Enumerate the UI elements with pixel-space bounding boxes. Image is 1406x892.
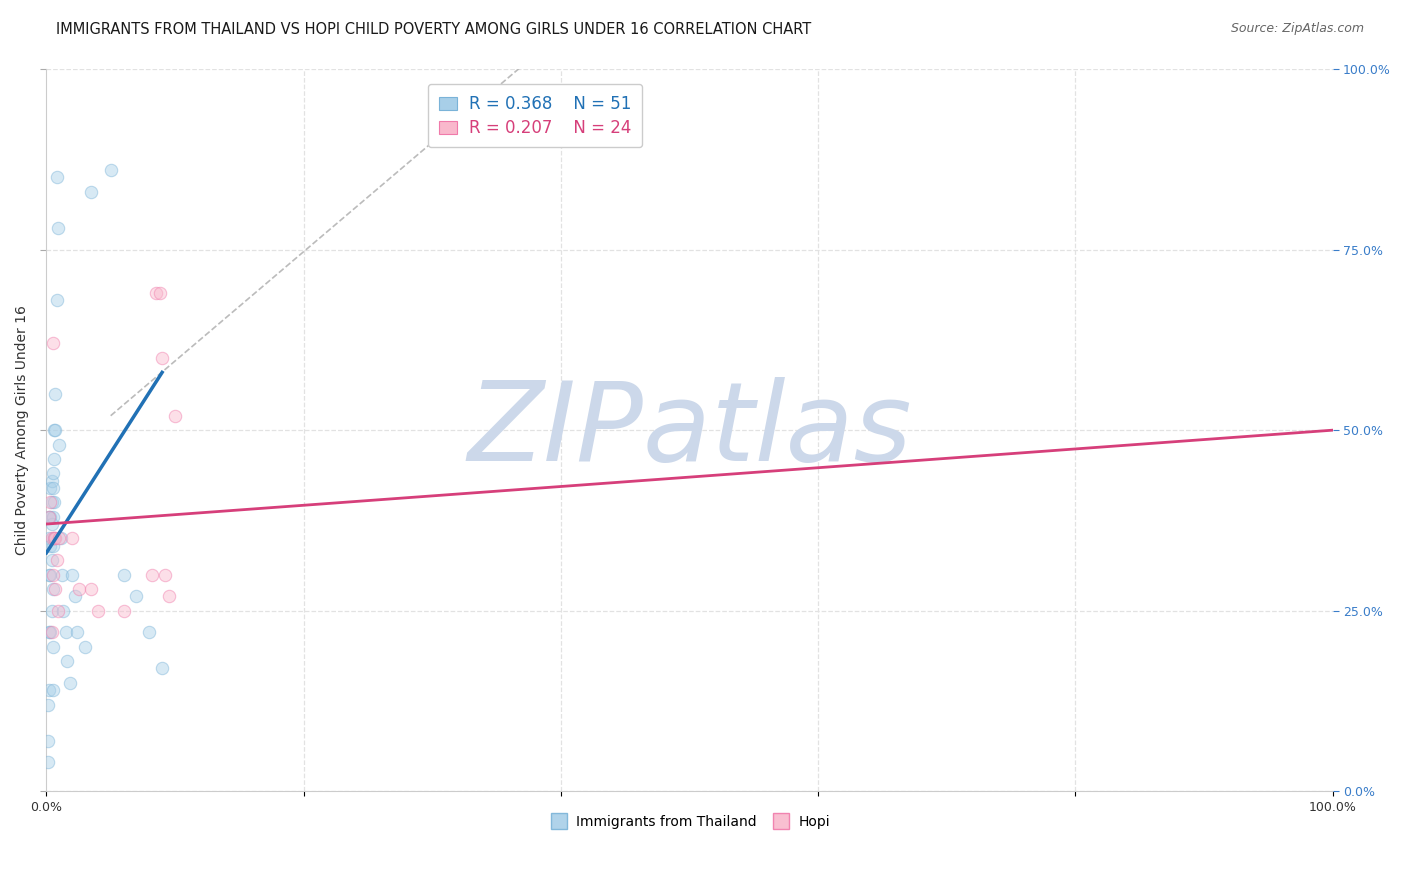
Point <box>58 676 80 690</box>
Text: ZIPatlas: ZIPatlas <box>467 376 911 483</box>
Point <box>112 567 135 582</box>
Point <box>46 221 69 235</box>
Point <box>100 163 122 178</box>
Point <box>73 640 96 654</box>
Point <box>39 509 62 524</box>
Point <box>42 683 65 698</box>
Point <box>38 509 60 524</box>
Point <box>39 539 62 553</box>
Point <box>42 509 65 524</box>
Point <box>42 423 65 437</box>
Point <box>60 532 83 546</box>
Point <box>42 640 65 654</box>
Point <box>42 532 65 546</box>
Point <box>44 582 66 596</box>
Point <box>150 661 173 675</box>
Point <box>45 293 67 308</box>
Point <box>141 567 163 582</box>
Point <box>44 423 66 437</box>
Point <box>39 567 62 582</box>
Point <box>38 509 60 524</box>
Point <box>37 698 59 712</box>
Point <box>41 625 63 640</box>
Legend: Immigrants from Thailand, Hopi: Immigrants from Thailand, Hopi <box>543 810 837 835</box>
Point <box>41 553 63 567</box>
Point <box>51 567 73 582</box>
Point <box>42 481 65 495</box>
Point <box>41 532 63 546</box>
Point <box>38 567 60 582</box>
Point <box>42 567 65 582</box>
Point <box>80 582 103 596</box>
Point <box>145 285 167 300</box>
Point <box>80 185 103 199</box>
Point <box>38 532 60 546</box>
Point <box>38 683 60 698</box>
Point <box>42 582 65 596</box>
Point <box>42 495 65 509</box>
Point <box>41 474 63 488</box>
Point <box>157 589 180 603</box>
Point <box>37 756 59 770</box>
Point <box>56 654 79 668</box>
Point <box>49 532 72 546</box>
Point <box>48 437 70 451</box>
Point <box>46 604 69 618</box>
Point <box>163 409 186 423</box>
Point <box>52 604 75 618</box>
Point <box>45 553 67 567</box>
Point <box>153 567 176 582</box>
Point <box>41 495 63 509</box>
Point <box>39 625 62 640</box>
Point <box>148 285 170 300</box>
Point <box>41 604 63 618</box>
Point <box>67 582 90 596</box>
Y-axis label: Child Poverty Among Girls Under 16: Child Poverty Among Girls Under 16 <box>15 305 30 555</box>
Point <box>42 539 65 553</box>
Point <box>150 351 173 365</box>
Text: IMMIGRANTS FROM THAILAND VS HOPI CHILD POVERTY AMONG GIRLS UNDER 16 CORRELATION : IMMIGRANTS FROM THAILAND VS HOPI CHILD P… <box>56 22 811 37</box>
Point <box>44 387 66 401</box>
Point <box>42 336 65 351</box>
Point <box>112 604 135 618</box>
Point <box>42 532 65 546</box>
Point <box>45 170 67 185</box>
Point <box>42 452 65 467</box>
Point <box>39 495 62 509</box>
Point <box>44 532 66 546</box>
Point <box>41 516 63 531</box>
Point <box>48 532 70 546</box>
Point <box>87 604 110 618</box>
Point <box>38 625 60 640</box>
Point <box>66 625 89 640</box>
Point <box>63 589 86 603</box>
Point <box>138 625 160 640</box>
Point <box>42 467 65 481</box>
Text: Source: ZipAtlas.com: Source: ZipAtlas.com <box>1230 22 1364 36</box>
Point <box>60 567 83 582</box>
Point <box>37 733 59 747</box>
Point <box>39 481 62 495</box>
Point <box>55 625 77 640</box>
Point <box>125 589 148 603</box>
